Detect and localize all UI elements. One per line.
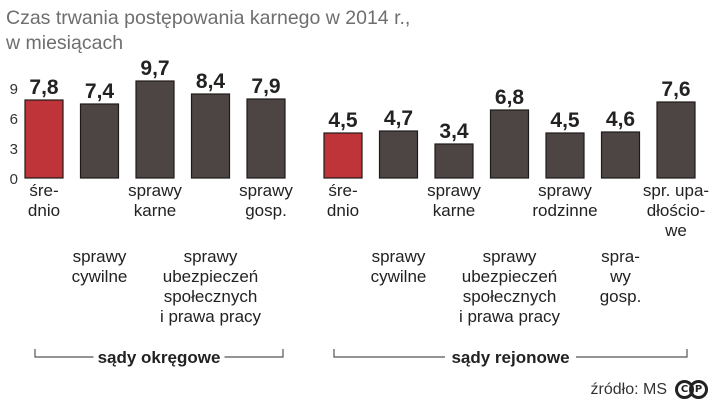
y-tick-label: 3 xyxy=(10,141,18,158)
category-label: sprawy ubezpieczeń społecznych i prawa prac… xyxy=(160,247,262,326)
bar xyxy=(246,98,286,179)
category-label: sprawy gosp. xyxy=(239,181,293,220)
group-label: sądy rejonowe xyxy=(451,348,569,367)
chart-title-line-2: w miesiącach xyxy=(6,32,124,54)
category-label: sprawy cywilne xyxy=(72,247,128,286)
category-label-line: wy xyxy=(609,267,631,286)
category-label: śre-dnio xyxy=(327,181,359,220)
category-label-line: karne xyxy=(433,201,476,220)
category-label-line: ubezpieczeń xyxy=(163,267,258,286)
category-label-line: cywilne xyxy=(72,267,128,286)
category-label-line: sprawy xyxy=(73,247,127,266)
category-label-line: sprawy xyxy=(427,181,481,200)
bar xyxy=(79,103,120,179)
category-label-line: gosp. xyxy=(245,201,287,220)
bar xyxy=(545,132,585,179)
chart-title-line-1: Czas trwania postępowania karnego w 2014… xyxy=(6,7,411,29)
bar xyxy=(323,132,363,179)
bar xyxy=(135,80,175,179)
category-label-line: dłościo- xyxy=(647,201,706,220)
bar xyxy=(489,109,530,179)
bar xyxy=(434,143,474,179)
bar xyxy=(24,99,64,179)
source-label: źródło: MS xyxy=(590,380,667,398)
bar-value-label: 4,7 xyxy=(384,107,413,130)
category-label: sprawy cywilne xyxy=(371,247,427,286)
group-label: sądy okręgowe xyxy=(98,348,221,367)
category-label-line: dnio xyxy=(327,201,359,220)
bar xyxy=(190,93,231,179)
bar-value-label: 7,9 xyxy=(251,75,280,98)
bar xyxy=(378,130,419,179)
category-label-line: sprawy xyxy=(184,247,238,266)
bar-value-label: 6,8 xyxy=(495,86,525,109)
bar-value-label: 7,8 xyxy=(29,76,59,99)
bar xyxy=(600,131,641,179)
category-label-line: sprawy xyxy=(239,181,293,200)
bar-value-label: 4,5 xyxy=(550,109,580,132)
category-label-line: spra- xyxy=(601,247,640,266)
publisher-logo: C P xyxy=(675,380,708,399)
y-tick-label: 0 xyxy=(10,171,18,188)
footer: źródło: MS C P xyxy=(591,380,708,399)
group-label-background xyxy=(93,345,225,369)
bar-value-label: 3,4 xyxy=(439,120,469,143)
category-label-line: śre- xyxy=(328,181,357,200)
category-label: spr. upa-dłościo-we xyxy=(643,181,709,240)
category-label: śre-dnio xyxy=(28,181,60,220)
bar-value-label: 8,4 xyxy=(196,70,226,93)
category-label-line: dnio xyxy=(28,201,60,220)
category-label-line: śre- xyxy=(29,181,58,200)
bar-value-label: 4,5 xyxy=(328,109,358,132)
y-tick-label: 9 xyxy=(10,81,18,98)
category-label-line: sprawy xyxy=(128,181,182,200)
category-label-line: społecznych xyxy=(164,287,258,306)
bar-value-label: 4,6 xyxy=(606,108,635,131)
chart-title: Czas trwania postępowania karnego w 2014… xyxy=(6,6,410,56)
logo-p-icon: P xyxy=(689,380,708,399)
category-label-line: rodzinne xyxy=(532,201,597,220)
category-label: spra-wy gosp. xyxy=(600,247,642,306)
category-label: sprawy ubezpieczeń społecznych i prawa prac… xyxy=(459,247,561,326)
category-label-line: sprawy xyxy=(372,247,426,266)
category-label-line: i prawa pracy xyxy=(160,307,262,326)
bar-value-label: 7,4 xyxy=(85,80,115,103)
category-label-line: sprawy xyxy=(483,247,537,266)
category-label-line: sprawy xyxy=(538,181,592,200)
category-label-line: gosp. xyxy=(600,287,642,306)
category-label-line: cywilne xyxy=(371,267,427,286)
bar xyxy=(656,101,696,179)
y-tick-label: 6 xyxy=(10,111,18,128)
category-label: sprawy rodzinne xyxy=(532,181,597,220)
bar-value-label: 7,6 xyxy=(661,78,690,101)
category-label-line: spr. upa- xyxy=(643,181,709,200)
category-label: sprawy karne xyxy=(128,181,182,220)
category-label-line: karne xyxy=(134,201,177,220)
category-label-line: we xyxy=(664,221,687,240)
category-label-line: i prawa pracy xyxy=(459,307,561,326)
category-label-line: społecznych xyxy=(463,287,557,306)
category-label: sprawy karne xyxy=(427,181,481,220)
bar-value-label: 9,7 xyxy=(140,57,169,80)
group-label-background xyxy=(445,345,576,369)
category-label-line: ubezpieczeń xyxy=(462,267,557,286)
